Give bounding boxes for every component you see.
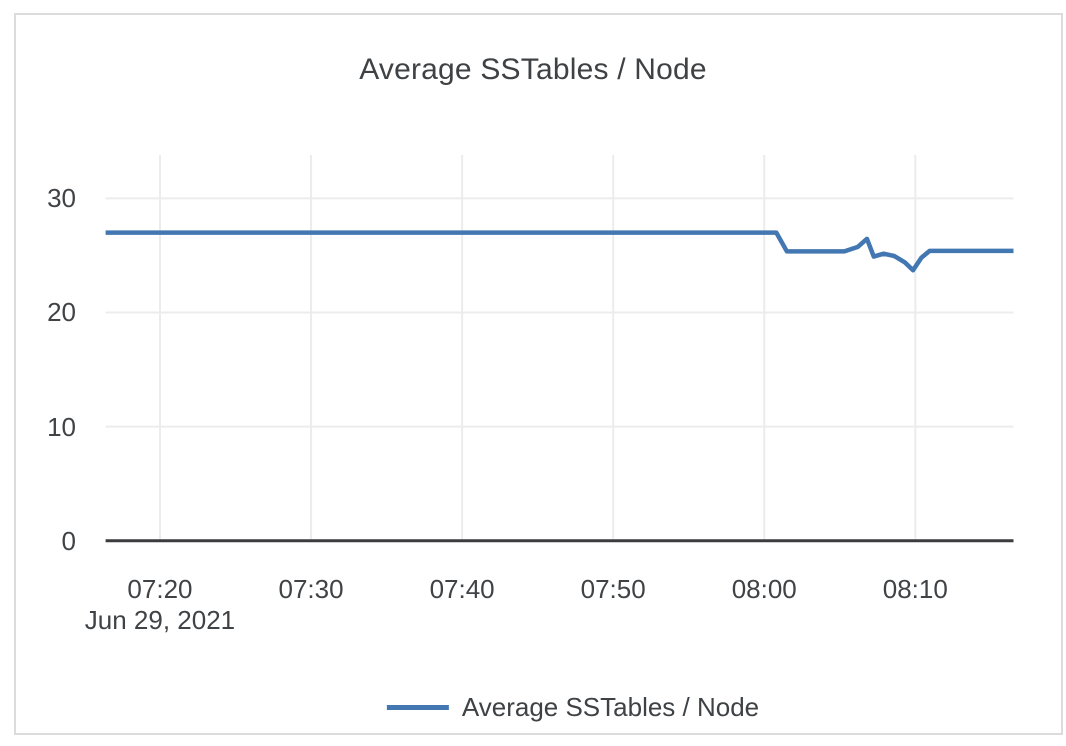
y-tick-label: 0 <box>61 525 76 556</box>
x-axis-date-label: Jun 29, 2021 <box>84 605 236 635</box>
series-line[interactable] <box>105 230 1014 273</box>
legend-item[interactable]: Average SSTables / Node <box>386 691 760 722</box>
x-tick-label: 07:40 <box>429 574 495 604</box>
y-tick-label: 10 <box>47 411 76 442</box>
legend-line-swatch <box>386 704 449 710</box>
y-tick-label: 20 <box>47 297 76 328</box>
x-tick-label: 07:30 <box>278 574 344 604</box>
x-tick-label: 08:10 <box>882 574 948 604</box>
y-tick-label: 30 <box>47 183 76 214</box>
x-tick-label: 08:00 <box>731 574 797 604</box>
x-tick-label: 07:50 <box>580 574 646 604</box>
legend-label: Average SSTables / Node <box>461 691 760 722</box>
chart-card <box>14 13 1063 735</box>
x-tick-label: 07:20 <box>127 574 193 604</box>
chart-title: Average SSTables / Node <box>359 53 707 86</box>
